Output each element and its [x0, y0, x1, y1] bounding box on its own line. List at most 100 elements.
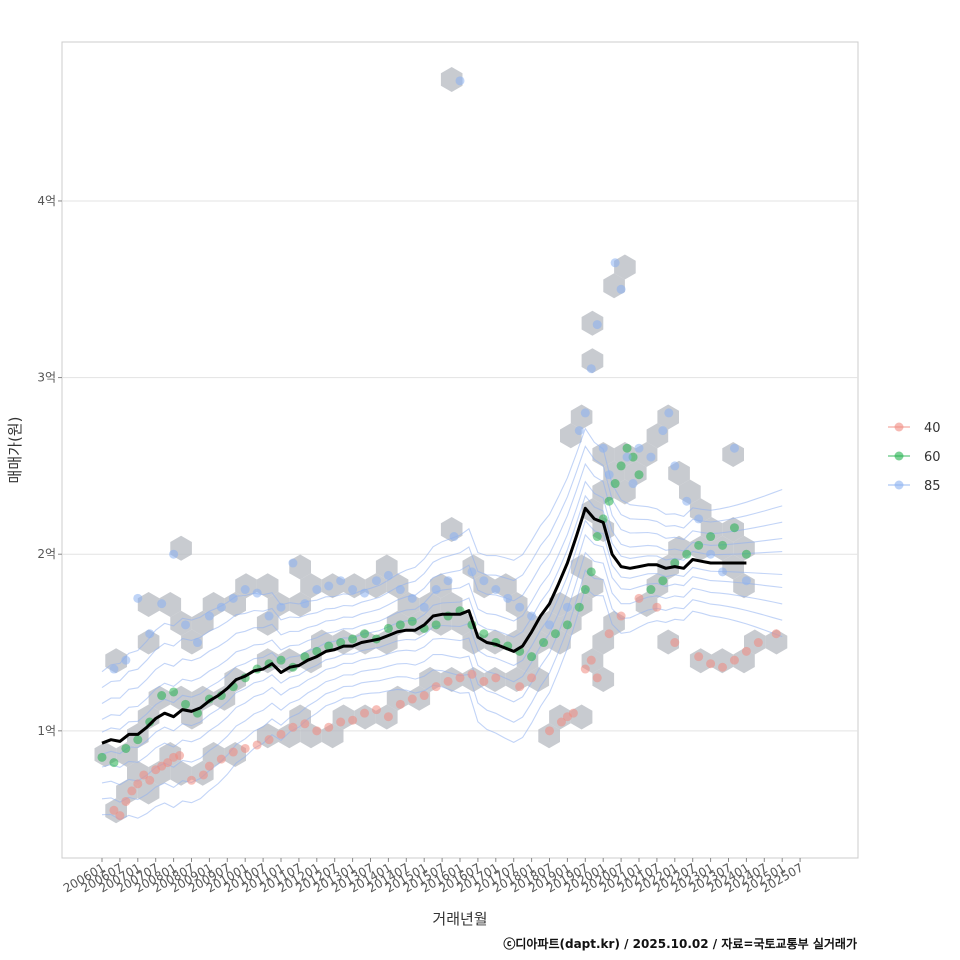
point-40	[604, 629, 614, 639]
hexbin-cell	[527, 629, 550, 655]
hexbin-cell	[581, 498, 604, 524]
point-60	[348, 634, 358, 644]
point-40	[580, 664, 590, 674]
point-85	[288, 558, 298, 568]
hexbin-cell	[440, 67, 463, 92]
point-40	[652, 602, 662, 612]
point-40	[753, 638, 763, 648]
point-40	[348, 715, 358, 725]
density-contours	[101, 427, 783, 821]
contour-line	[101, 533, 783, 769]
point-40	[407, 694, 417, 704]
contour-line	[101, 569, 783, 803]
point-85	[479, 576, 489, 586]
hexbin-cell	[700, 517, 723, 542]
point-40	[371, 705, 381, 715]
point-85	[670, 461, 680, 471]
point-85	[336, 576, 346, 586]
hexbin-cell	[137, 592, 160, 617]
point-60	[157, 691, 167, 701]
point-85	[419, 602, 429, 612]
point-40	[670, 638, 680, 648]
hexbin-cell	[765, 629, 788, 655]
point-85	[467, 567, 477, 577]
legend-key-point	[894, 422, 904, 432]
point-85	[216, 602, 226, 612]
point-85	[449, 532, 459, 542]
point-85	[562, 602, 572, 612]
point-60	[360, 629, 370, 639]
point-85	[658, 426, 668, 436]
point-60	[706, 532, 716, 542]
point-85	[407, 593, 417, 603]
point-85	[312, 585, 322, 595]
point-60	[718, 540, 728, 550]
point-40	[556, 717, 566, 727]
point-40	[634, 593, 644, 603]
hexbin-cell	[375, 629, 398, 655]
point-60	[604, 496, 614, 506]
trend-line	[101, 506, 747, 745]
point-60	[574, 602, 584, 612]
y-tick-label: 4억	[37, 194, 56, 208]
point-40	[204, 761, 214, 771]
point-60	[694, 540, 704, 550]
point-85	[157, 599, 167, 609]
hexbin-cell	[256, 573, 279, 599]
hexbin-cell	[581, 310, 604, 336]
point-60	[634, 470, 644, 480]
contour-line	[101, 445, 783, 689]
point-85	[646, 452, 656, 462]
hexbin-cell	[657, 629, 679, 655]
contour-line	[101, 480, 783, 720]
point-85	[741, 576, 751, 586]
hexbin-cell	[170, 610, 192, 636]
scatter-points	[97, 76, 781, 821]
point-85	[610, 258, 620, 268]
hexbin-cell	[592, 442, 615, 467]
point-40	[568, 708, 578, 718]
point-85	[395, 585, 405, 595]
point-40	[491, 673, 501, 683]
point-85	[109, 664, 119, 674]
point-85	[718, 567, 728, 577]
point-60	[479, 629, 489, 639]
point-85	[455, 76, 465, 86]
hexbin-cell	[722, 554, 744, 580]
point-85	[694, 514, 704, 524]
point-60	[97, 752, 107, 762]
point-60	[658, 576, 668, 586]
point-60	[395, 620, 405, 630]
point-40	[115, 811, 125, 821]
point-60	[109, 758, 119, 768]
point-60	[407, 616, 417, 626]
point-40	[586, 655, 596, 665]
point-85	[634, 443, 644, 453]
point-60	[616, 461, 626, 471]
point-60	[383, 623, 393, 633]
point-40	[527, 673, 537, 683]
point-85	[169, 549, 179, 559]
point-60	[741, 549, 751, 559]
point-40	[515, 682, 525, 692]
point-85	[706, 549, 716, 559]
point-60	[550, 629, 560, 639]
hexbin-cell	[711, 648, 734, 674]
point-85	[431, 585, 441, 595]
point-85	[133, 593, 143, 603]
point-85	[324, 581, 334, 591]
point-85	[192, 638, 202, 648]
point-40	[198, 770, 208, 780]
y-axis-title: 매매가(원)	[6, 417, 24, 484]
hexbin-cell	[191, 685, 214, 711]
point-40	[336, 717, 346, 727]
contour-line	[101, 462, 783, 704]
contour-line	[101, 494, 783, 733]
point-40	[133, 779, 143, 789]
point-85	[252, 588, 262, 598]
contour-line	[101, 519, 783, 755]
contour-line	[101, 587, 783, 821]
y-tick-label: 3억	[37, 371, 56, 385]
point-85	[121, 655, 131, 665]
point-40	[455, 673, 465, 683]
